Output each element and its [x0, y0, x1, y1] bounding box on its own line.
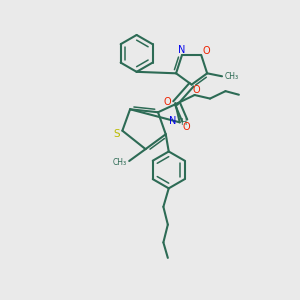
Text: S: S — [113, 129, 120, 139]
Text: N: N — [169, 116, 177, 126]
Text: O: O — [163, 97, 171, 106]
Text: N: N — [178, 45, 185, 55]
Text: CH₃: CH₃ — [112, 158, 126, 167]
Text: O: O — [202, 46, 210, 56]
Text: H: H — [180, 118, 187, 127]
Text: CH₃: CH₃ — [224, 72, 239, 81]
Text: O: O — [182, 122, 190, 131]
Text: O: O — [192, 85, 200, 95]
